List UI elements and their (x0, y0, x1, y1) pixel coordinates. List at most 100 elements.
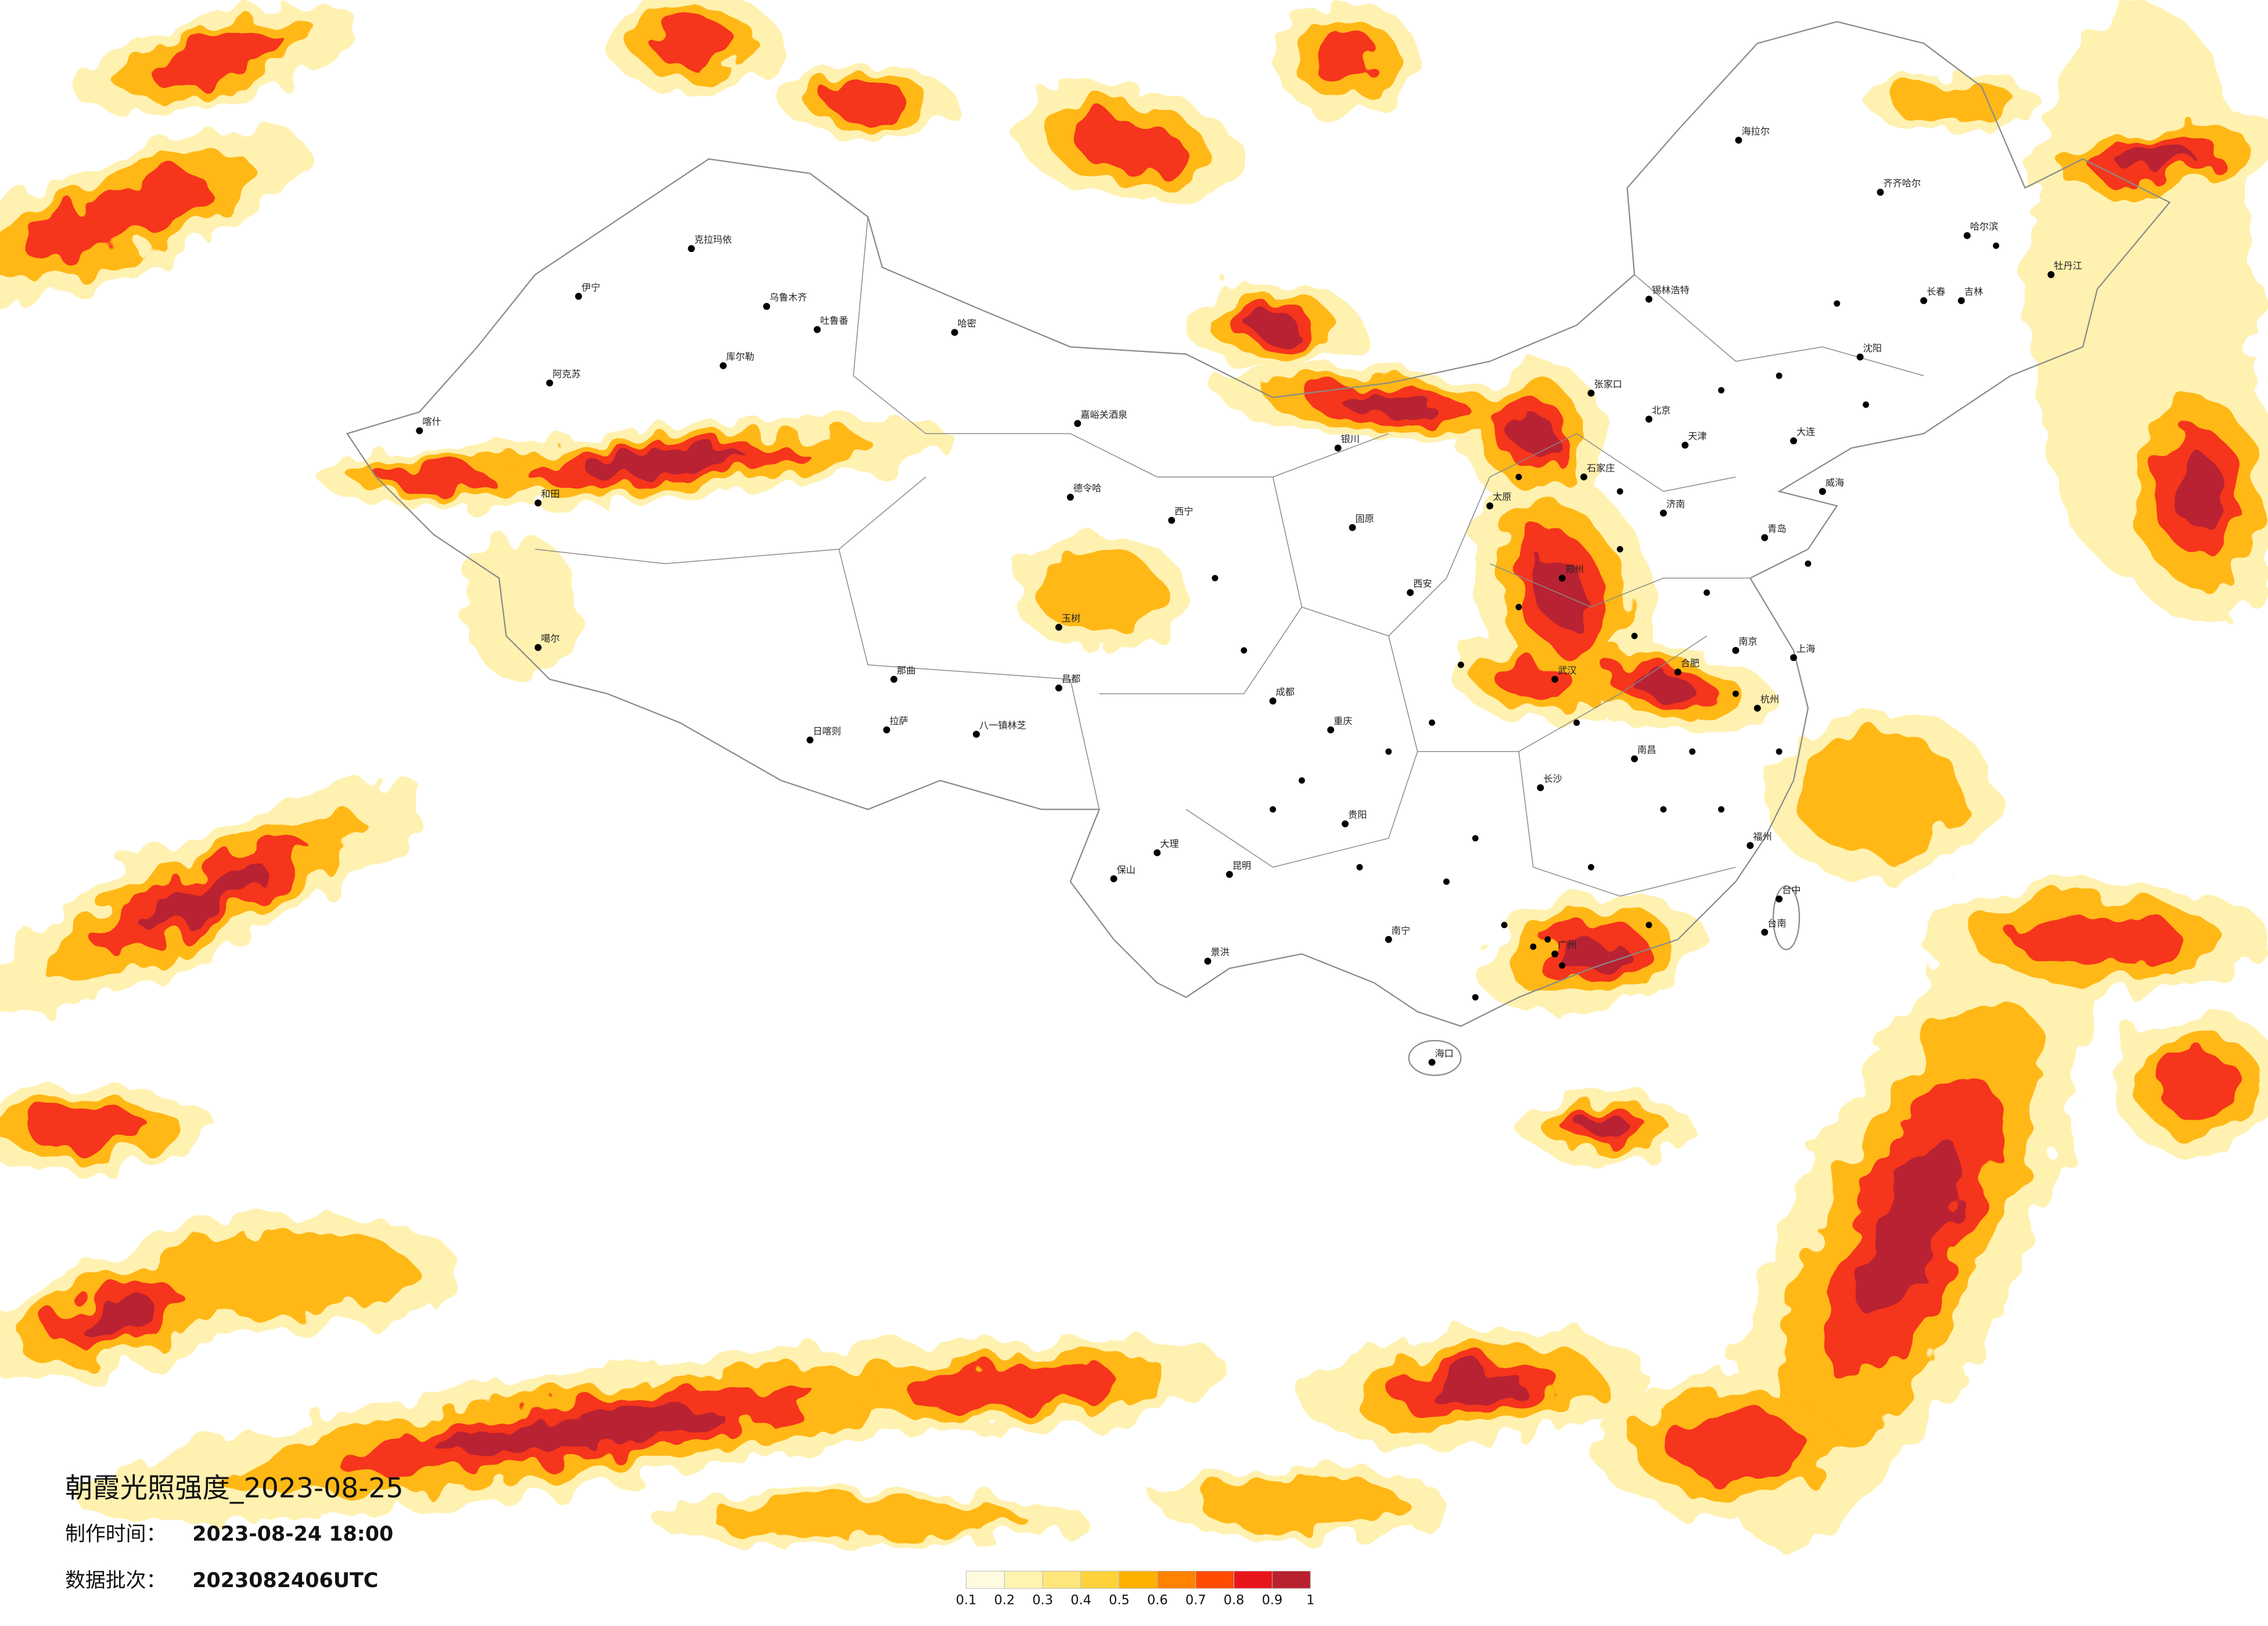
hainan (1408, 1039, 1462, 1076)
legend-tick-label: 0.5 (1109, 1593, 1130, 1608)
city-dot (1407, 589, 1414, 596)
city-dot (1732, 647, 1739, 654)
city-dot (1580, 473, 1588, 481)
city-dot (1153, 849, 1161, 857)
city-dot (814, 326, 821, 333)
city-label: 日喀则 (813, 725, 842, 736)
city-dot (1334, 444, 1342, 452)
station-dot (1385, 748, 1392, 755)
heat-patch (1797, 732, 1964, 858)
city-dot (890, 675, 898, 683)
legend-swatch (1042, 1570, 1081, 1589)
city-label: 哈密 (958, 318, 976, 329)
station-dot (1660, 806, 1667, 813)
city-label: 长沙 (1543, 773, 1562, 784)
city-dot (806, 736, 814, 744)
legend-tick-label: 0.8 (1224, 1593, 1245, 1608)
heat-patch (24, 174, 208, 260)
city-dot (1551, 675, 1559, 683)
city-label: 那曲 (897, 665, 915, 676)
heat-patch (1198, 1477, 1406, 1530)
station-dot (1703, 589, 1710, 596)
heat-patch (652, 19, 736, 68)
city-dot (1327, 726, 1335, 733)
heat-patch (2156, 1049, 2241, 1119)
heat-patch (2014, 911, 2181, 967)
city-dot (1225, 870, 1233, 878)
heat-patch (1512, 413, 1554, 454)
heat-patch (76, 1296, 155, 1334)
city-label: 哈尔滨 (1970, 221, 1999, 232)
city-dot (1537, 784, 1544, 792)
legend-tick-label: 0.3 (1033, 1593, 1054, 1608)
city-label: 大理 (1160, 838, 1178, 849)
heat-patch (149, 31, 285, 85)
city-label: 天津 (1688, 431, 1706, 442)
city-label: 库尔勒 (726, 351, 754, 362)
city-label: 大连 (1796, 426, 1815, 437)
china-outline (346, 21, 2171, 1027)
legend-swatch (1080, 1570, 1120, 1589)
city-label: 台南 (1767, 918, 1786, 929)
city-dot (973, 731, 980, 738)
city-dot (1761, 929, 1769, 936)
city-label: 锡林浩特 (1652, 285, 1690, 296)
city-label: 长春 (1926, 286, 1945, 297)
station-dot (1501, 922, 1508, 929)
city-dot (2047, 271, 2055, 278)
city-dot (1349, 524, 1356, 531)
heat-patch (1426, 1370, 1524, 1405)
city-dot (1110, 875, 1117, 883)
station-dot (1775, 372, 1782, 379)
city-dot (546, 379, 553, 387)
station-dot (1298, 777, 1305, 784)
taiwan (1773, 885, 1800, 951)
station-dot (1270, 806, 1277, 813)
legend-tick-label: 0.1 (956, 1593, 977, 1608)
city-label: 南昌 (1637, 744, 1656, 756)
city-dot (1269, 697, 1277, 705)
city-label: 沈阳 (1863, 343, 1882, 354)
city-label: 威海 (1825, 477, 1844, 488)
city-label: 喀什 (422, 416, 441, 427)
legend-swatch (1234, 1570, 1273, 1589)
city-dot (1746, 842, 1754, 849)
city-label: 张家口 (1594, 379, 1622, 390)
legend-tick-label: 0.9 (1262, 1593, 1283, 1608)
city-dot (1790, 654, 1798, 661)
station-dot (1616, 488, 1623, 495)
city-dot (1055, 684, 1062, 692)
city-dot (1204, 958, 1212, 965)
city-dot (1958, 297, 1965, 304)
city-dot (1551, 950, 1559, 958)
legend-tick-label: 1 (1306, 1593, 1314, 1608)
heat-field (0, 0, 2268, 1547)
heat-patch (378, 463, 490, 491)
station-dot (1689, 748, 1696, 755)
station-dot (1863, 401, 1870, 408)
city-dot (1964, 232, 1971, 239)
city-dot (763, 303, 770, 310)
station-dot (1616, 546, 1623, 553)
legend-swatch (1195, 1570, 1235, 1589)
city-label: 玉树 (1062, 613, 1080, 624)
city-label: 杭州 (1760, 694, 1779, 705)
city-label: 贵阳 (1348, 810, 1367, 821)
city-label: 武汉 (1558, 665, 1576, 676)
city-label: 石家庄 (1587, 462, 1615, 473)
station-dot (1775, 748, 1782, 755)
station-dot (1718, 387, 1725, 394)
station-dot (1718, 806, 1725, 813)
city-dot (1342, 820, 1349, 828)
station-dot (1472, 994, 1479, 1001)
map-title: 朝霞光照强度_2023-08-25 (65, 1473, 403, 1505)
city-dot (1631, 755, 1638, 762)
city-label: 合肥 (1681, 657, 1699, 668)
city-dot (1790, 437, 1798, 445)
city-label: 北京 (1652, 405, 1670, 416)
city-dot (1055, 624, 1062, 631)
city-label: 固原 (1356, 513, 1374, 524)
heat-patch (1037, 551, 1162, 635)
city-label: 和田 (541, 488, 559, 499)
